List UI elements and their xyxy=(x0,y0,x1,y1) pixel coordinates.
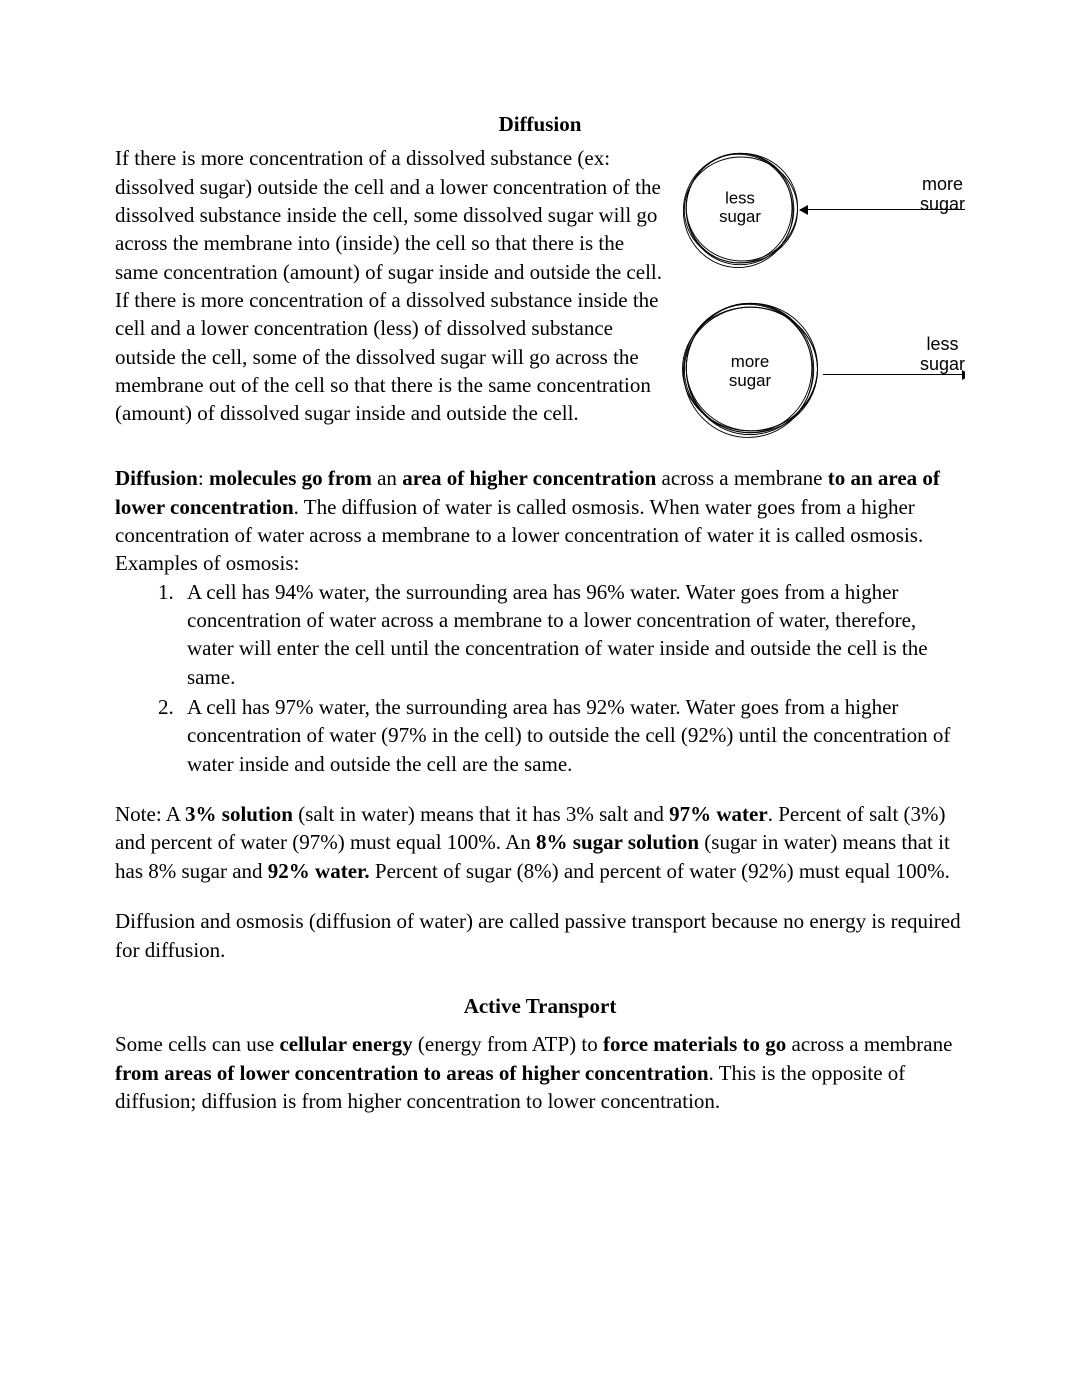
svg-text:less: less xyxy=(725,189,755,208)
passive-transport-paragraph: Diffusion and osmosis (diffusion of wate… xyxy=(115,907,965,964)
svg-text:sugar: sugar xyxy=(719,207,761,226)
arrow-into-cell-icon xyxy=(800,209,965,210)
examples-label: Examples of osmosis: xyxy=(115,549,965,577)
diagram-panel: less sugar moresugar xyxy=(675,144,965,464)
diagram-more-sugar-cell: more sugar lesssugar xyxy=(675,294,965,444)
outside-label-less: lesssugar xyxy=(912,334,965,405)
cell-circle-icon: less sugar xyxy=(675,144,805,274)
arrow-out-of-cell-icon xyxy=(823,374,965,375)
heading-active-transport: Active Transport xyxy=(115,992,965,1020)
heading-diffusion: Diffusion xyxy=(115,110,965,138)
active-transport-paragraph: Some cells can use cellular energy (ener… xyxy=(115,1030,965,1115)
intro-section: less sugar moresugar xyxy=(115,144,965,464)
osmosis-examples-list: A cell has 94% water, the surrounding ar… xyxy=(115,578,965,778)
svg-text:sugar: sugar xyxy=(729,371,772,390)
note-paragraph: Note: A 3% solution (salt in water) mean… xyxy=(115,800,965,885)
cell-circle-icon: more sugar xyxy=(675,294,825,444)
example-item-2: A cell has 97% water, the surrounding ar… xyxy=(179,693,965,778)
example-item-1: A cell has 94% water, the surrounding ar… xyxy=(179,578,965,691)
diffusion-definition: Diffusion: molecules go from an area of … xyxy=(115,464,965,549)
svg-text:more: more xyxy=(731,352,769,371)
